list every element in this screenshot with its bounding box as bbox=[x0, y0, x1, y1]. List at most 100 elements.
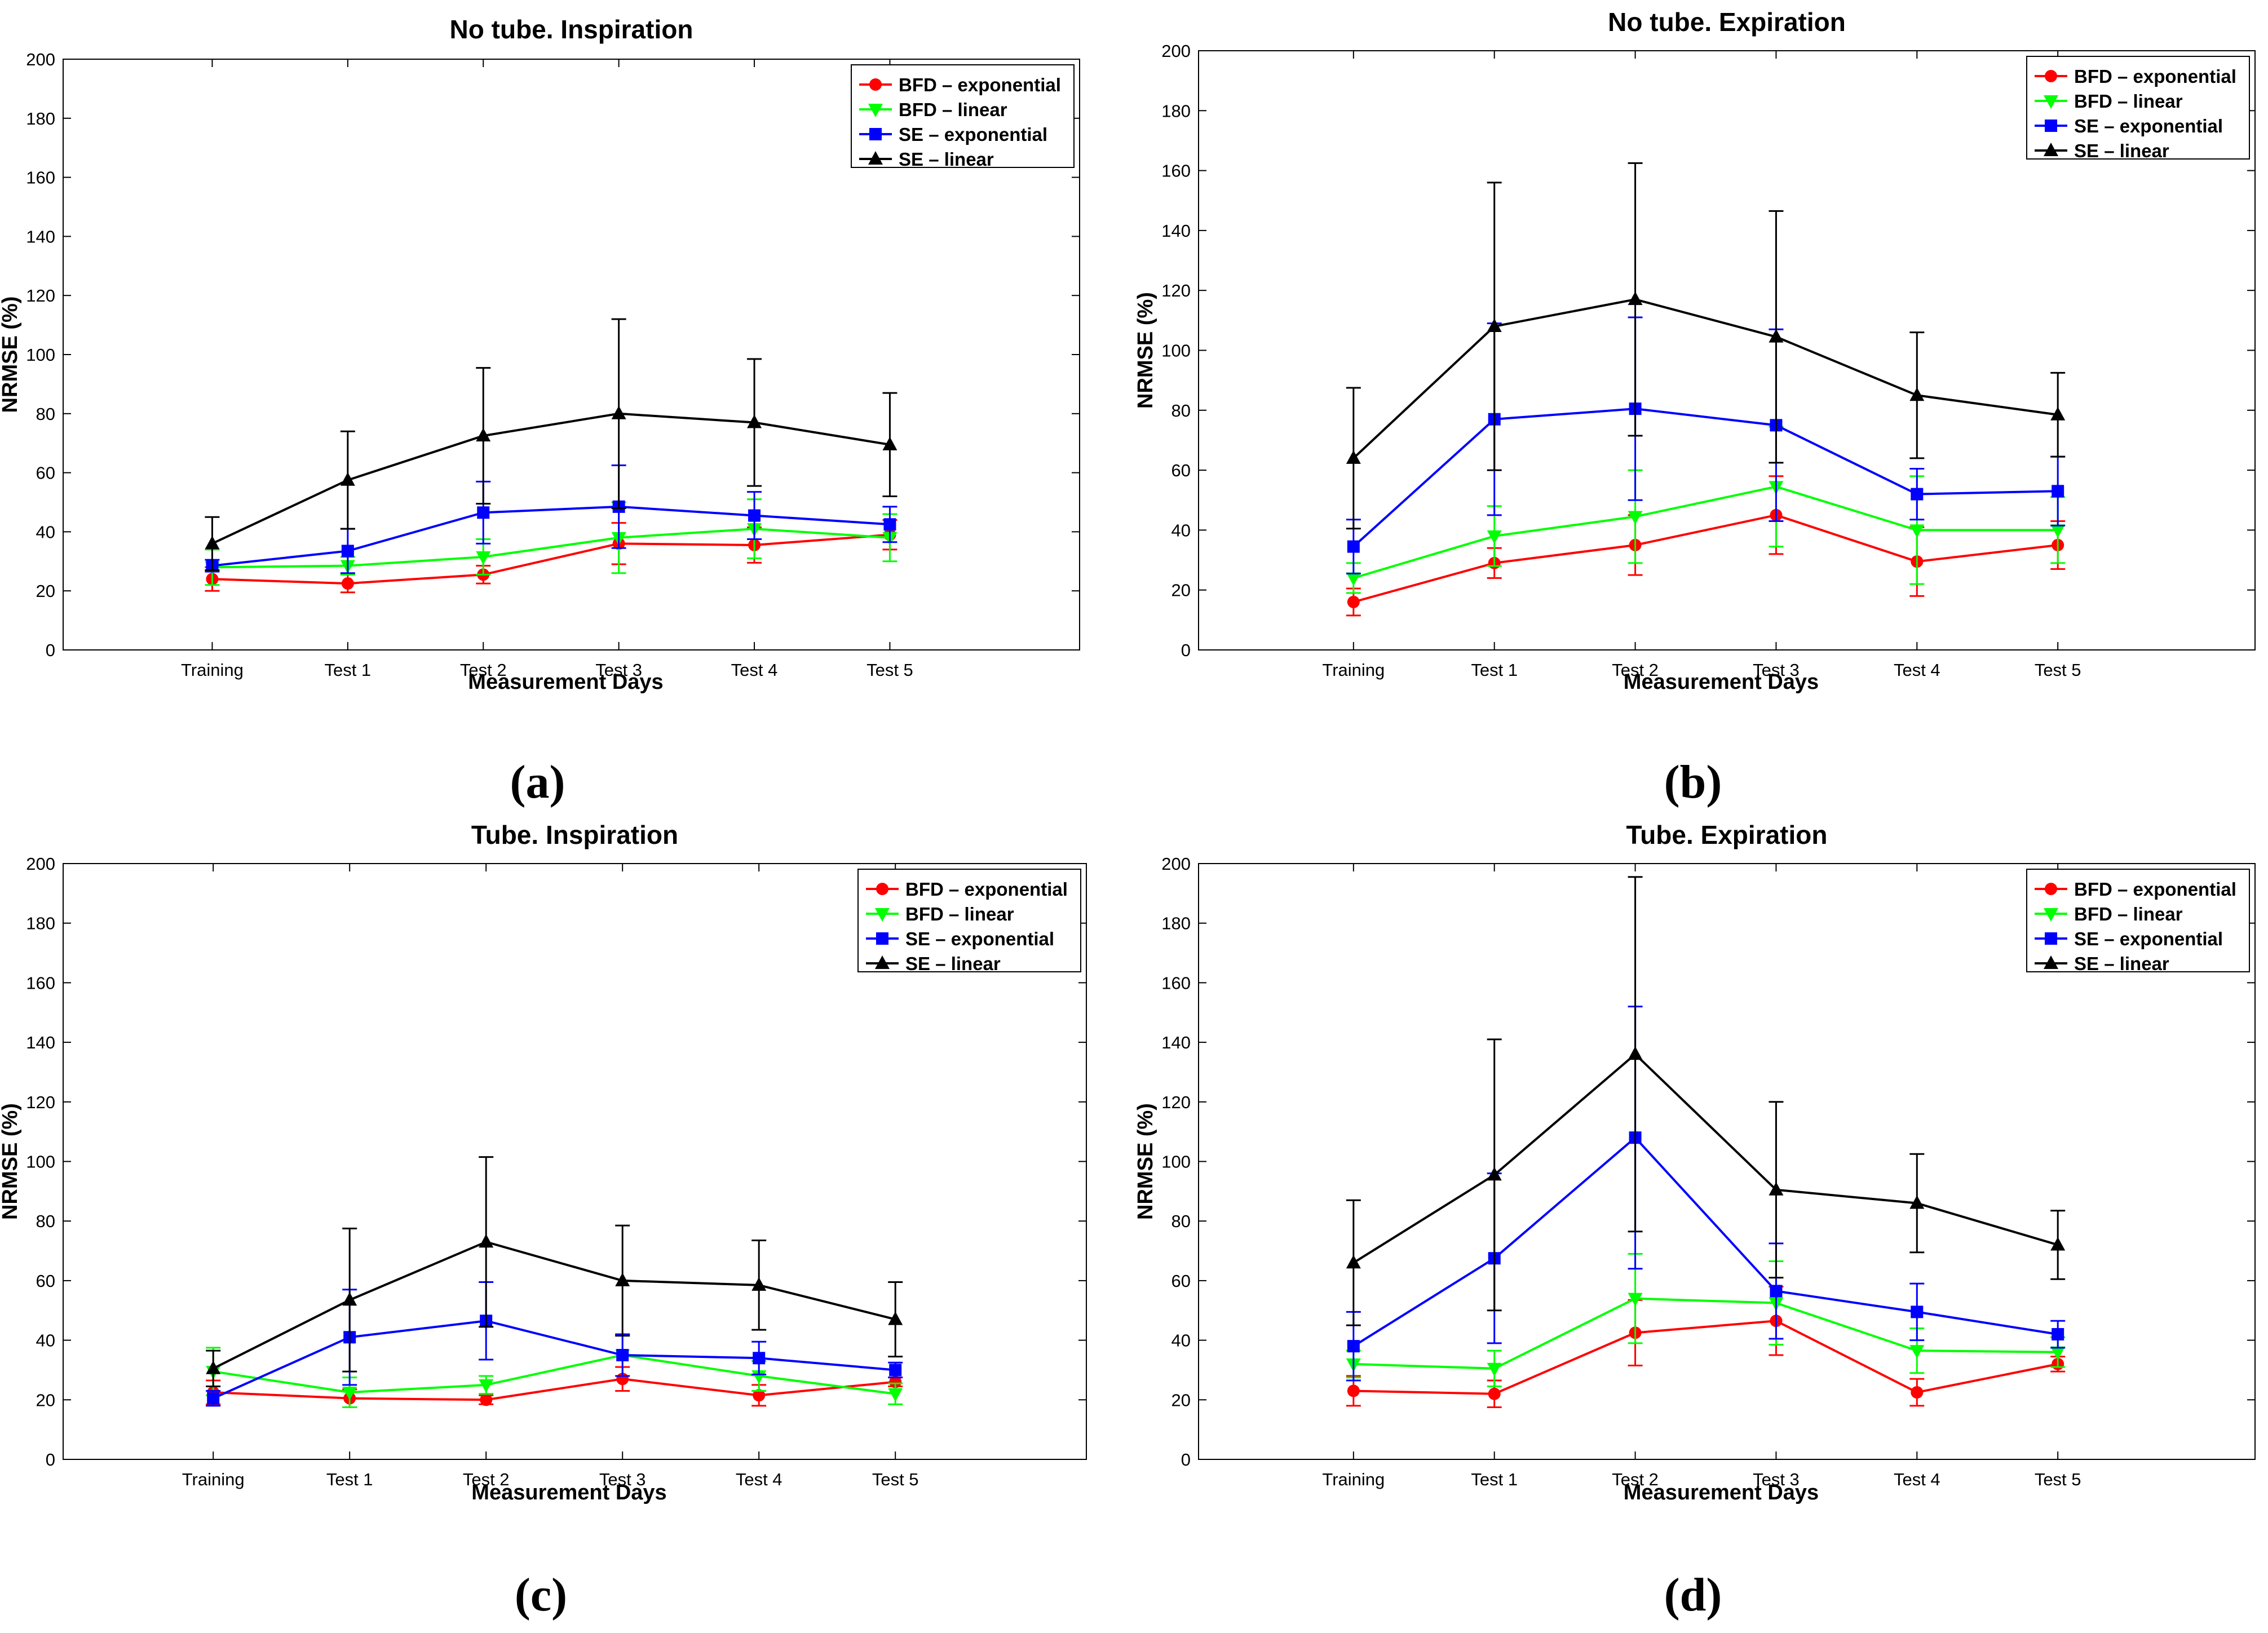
y-tick-label: 20 bbox=[36, 581, 55, 601]
data-point bbox=[1769, 329, 1784, 343]
chart-title: No tube. Inspiration bbox=[450, 15, 693, 44]
data-point bbox=[888, 1388, 903, 1402]
legend-swatch-marker bbox=[2044, 95, 2058, 109]
x-tick-label: Test 4 bbox=[736, 1470, 782, 1489]
x-tick-label: Test 4 bbox=[1894, 660, 1940, 680]
data-point bbox=[1346, 1255, 1361, 1269]
series-line bbox=[1352, 1136, 2058, 1347]
panel-label-open: ( bbox=[510, 756, 526, 808]
data-point bbox=[747, 414, 762, 428]
x-tick-label: Test 5 bbox=[2035, 660, 2081, 680]
series-line bbox=[212, 533, 890, 585]
legend-swatch-marker bbox=[2044, 143, 2058, 156]
panel-label-close: ) bbox=[1706, 1569, 1722, 1621]
data-point bbox=[207, 1392, 220, 1405]
y-tick-label: 160 bbox=[1161, 161, 1191, 181]
data-point bbox=[476, 428, 491, 442]
data-point bbox=[1347, 540, 1360, 553]
legend-box bbox=[857, 869, 1081, 972]
panel-label-open: ( bbox=[1664, 1569, 1680, 1621]
y-tick-label: 160 bbox=[26, 973, 55, 993]
y-tick-label: 200 bbox=[1161, 854, 1191, 874]
series-0 bbox=[1346, 1285, 2066, 1409]
y-tick-label: 60 bbox=[36, 1271, 55, 1291]
data-point bbox=[476, 551, 491, 565]
y-tick-label: 180 bbox=[1161, 914, 1191, 933]
y-tick-label: 40 bbox=[36, 1331, 55, 1351]
data-point bbox=[883, 518, 896, 531]
legend-swatch-marker bbox=[2045, 883, 2057, 895]
series-line bbox=[213, 1320, 896, 1400]
legend-swatch-marker bbox=[876, 932, 888, 945]
panel-label-letter: a bbox=[526, 756, 550, 808]
x-tick-label: Training bbox=[181, 660, 244, 680]
y-tick-label: 180 bbox=[26, 914, 55, 933]
y-tick-label: 60 bbox=[1171, 461, 1191, 480]
y-tick-label: 100 bbox=[26, 345, 55, 365]
data-point bbox=[615, 1272, 630, 1286]
chart-title: Tube. Inspiration bbox=[471, 820, 678, 849]
data-point bbox=[205, 536, 220, 550]
y-tick-label: 200 bbox=[26, 854, 55, 874]
panel-label-letter: d bbox=[1680, 1569, 1706, 1621]
y-tick-label: 140 bbox=[1161, 221, 1191, 241]
data-point bbox=[1487, 1362, 1502, 1377]
y-tick-label: 60 bbox=[1171, 1271, 1191, 1291]
x-tick-label: Test 2 bbox=[1612, 1470, 1659, 1489]
x-tick-label: Test 3 bbox=[1753, 1470, 1800, 1489]
legend-entry: SE – linear bbox=[899, 149, 994, 170]
data-point bbox=[1911, 1386, 1924, 1399]
series-line bbox=[213, 1353, 896, 1395]
data-point bbox=[889, 1375, 902, 1388]
series-line bbox=[1353, 1320, 2058, 1395]
data-point bbox=[206, 1360, 221, 1374]
series-line bbox=[212, 528, 890, 569]
data-point bbox=[340, 472, 355, 486]
legend-swatch-marker bbox=[875, 955, 890, 969]
data-point bbox=[1628, 1293, 1643, 1307]
data-point bbox=[753, 1352, 766, 1365]
legend-swatch-marker bbox=[869, 128, 882, 140]
x-tick-label: Test 4 bbox=[731, 660, 778, 680]
data-point bbox=[479, 1379, 494, 1393]
chart-panel-c: 0 20 40 60 80 100 120 140 160 180 200 Training Test … bbox=[0, 820, 1087, 1621]
legend: BFD – exponential BFD – linear SE – expone… bbox=[857, 869, 1081, 974]
data-point bbox=[1770, 1285, 1783, 1298]
legend-swatch-marker bbox=[2045, 932, 2057, 945]
x-tick-label: Test 2 bbox=[460, 660, 507, 680]
y-tick-label: 180 bbox=[1161, 101, 1191, 121]
data-point bbox=[616, 1349, 629, 1362]
panel-label-open: ( bbox=[1664, 756, 1680, 808]
data-point bbox=[1911, 488, 1924, 501]
legend-entry: SE – exponential bbox=[899, 124, 1047, 145]
chart-title: No tube. Expiration bbox=[1608, 7, 1846, 37]
y-tick-label: 60 bbox=[36, 463, 55, 483]
data-point bbox=[1769, 1181, 1784, 1196]
data-point bbox=[1909, 1195, 1925, 1209]
chart-title: Tube. Expiration bbox=[1626, 820, 1828, 849]
legend-entry: BFD – linear bbox=[899, 99, 1007, 120]
legend-entry: BFD – linear bbox=[905, 904, 1014, 924]
data-point bbox=[2052, 1328, 2064, 1341]
series-line bbox=[1352, 298, 2058, 459]
series-3 bbox=[1346, 876, 2066, 1326]
data-point bbox=[1346, 450, 1361, 464]
y-tick-label: 80 bbox=[1171, 401, 1191, 421]
y-tick-label: 0 bbox=[46, 1450, 55, 1470]
chart-panel-a: 0 20 40 60 80 100 120 140 160 180 200 Training Test … bbox=[0, 15, 1080, 808]
series-2 bbox=[205, 464, 898, 574]
series-line bbox=[1353, 485, 2058, 579]
x-tick-label: Test 2 bbox=[463, 1470, 510, 1489]
x-tick-label: Test 1 bbox=[1471, 660, 1518, 680]
legend-swatch-marker bbox=[2044, 955, 2058, 969]
series-line bbox=[211, 412, 890, 545]
panel-label-open: ( bbox=[515, 1569, 530, 1621]
legend-swatch-marker bbox=[2045, 70, 2057, 82]
data-point bbox=[611, 405, 626, 419]
series-line bbox=[213, 1378, 896, 1401]
y-tick-label: 20 bbox=[36, 1390, 55, 1410]
series-2 bbox=[1346, 316, 2066, 574]
x-tick-label: Training bbox=[182, 1470, 245, 1489]
x-tick-label: Training bbox=[1322, 1470, 1385, 1489]
legend-entry: BFD – linear bbox=[2074, 904, 2183, 924]
